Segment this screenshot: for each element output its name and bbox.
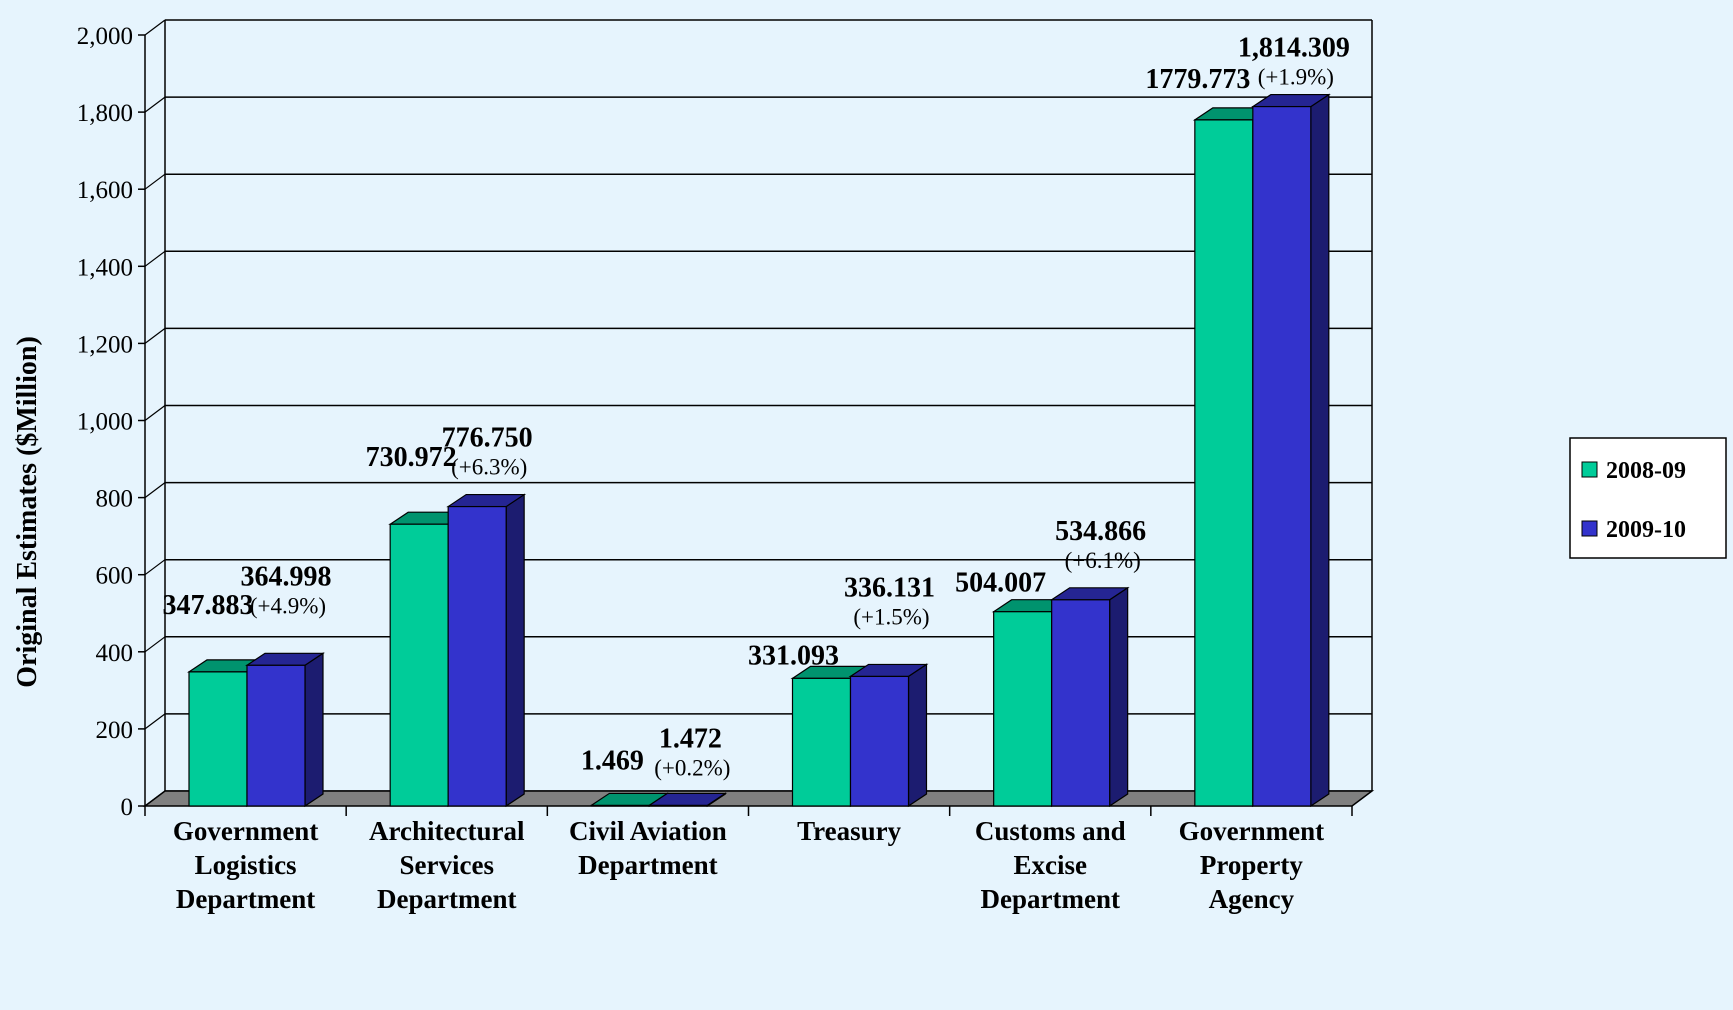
- category-label: Department: [176, 884, 315, 914]
- y-axis-title: Original Estimates ($Million): [12, 336, 43, 688]
- y-tick-label: 1,400: [77, 254, 133, 281]
- bar-front: [791, 677, 852, 807]
- gridline-side: [144, 636, 166, 653]
- chart-floor: [142, 790, 1375, 816]
- bar-side: [907, 663, 928, 808]
- y-tick-label: 600: [96, 563, 134, 590]
- legend-swatch-2009-10: [1581, 520, 1598, 537]
- y-tick-label: 2,000: [77, 23, 133, 50]
- y-tick-label: 1,600: [77, 177, 133, 204]
- bar-front: [993, 611, 1053, 807]
- bar-front: [389, 523, 449, 807]
- legend-swatch-2008-09: [1581, 461, 1598, 478]
- bar-front: [188, 671, 248, 807]
- bar-front: [1051, 599, 1111, 807]
- bar-front: [849, 675, 910, 807]
- bar-2009-10-4: [1049, 586, 1130, 808]
- category-label: Department: [578, 850, 717, 880]
- data-label-2009-10: 1.472: [659, 723, 722, 754]
- bar-front: [1194, 119, 1254, 807]
- category-label: Property: [1200, 850, 1303, 880]
- change-label: (+6.3%): [451, 455, 527, 480]
- gridlines: [144, 19, 1373, 807]
- change-label: (+1.5%): [853, 604, 929, 629]
- bar-2009-10-3: [848, 663, 929, 808]
- y-tick-label: 1,800: [77, 100, 133, 127]
- category-labels: Government Logistics Department Architectur…: [173, 816, 1324, 914]
- data-label-2009-10: 776.750: [442, 423, 533, 454]
- bar-side: [505, 493, 525, 808]
- bar-side: [1310, 93, 1330, 808]
- gridline-side: [144, 405, 166, 421]
- y-tick-label: 800: [96, 486, 134, 513]
- bar-2009-10-1: [446, 493, 527, 808]
- category-label: Department: [377, 884, 516, 914]
- gridline-side: [144, 173, 166, 190]
- data-label-2009-10: 364.998: [241, 561, 332, 592]
- bar-side: [1109, 586, 1129, 808]
- category-label: Department: [981, 884, 1120, 914]
- data-label-2008-09: 331.093: [748, 640, 839, 671]
- data-label-2008-09: 1.469: [581, 745, 644, 776]
- y-tick-label: 0: [121, 794, 134, 821]
- gridline-side: [144, 250, 166, 267]
- bar-front: [590, 804, 650, 807]
- data-label-2009-10: 336.131: [844, 572, 935, 603]
- gridline-side: [144, 96, 166, 113]
- category-label: Government: [173, 816, 318, 846]
- category-label: Customs and: [975, 816, 1126, 846]
- category-label: Architectural: [369, 816, 525, 846]
- gridline-side: [144, 482, 166, 499]
- change-label: (+6.1%): [1065, 548, 1141, 573]
- category-label: Treasury: [797, 816, 901, 846]
- gridline-side: [144, 559, 166, 576]
- bar-2009-10-0: [245, 652, 325, 808]
- gridline-side: [144, 713, 166, 730]
- change-label: (+1.9%): [1258, 65, 1334, 90]
- gridline-side: [144, 19, 166, 36]
- category-label: Agency: [1209, 884, 1295, 914]
- y-tick-label: 1,000: [77, 409, 133, 436]
- data-label-2008-09: 504.007: [955, 568, 1046, 599]
- y-tick-label: 1,200: [77, 331, 133, 358]
- legend: 2008-09 2009-10: [1569, 437, 1727, 559]
- data-label-2008-09: 1779.773: [1145, 64, 1250, 95]
- legend-label-2008-09: 2008-09: [1606, 458, 1686, 484]
- change-label: (+0.2%): [654, 755, 730, 780]
- category-label: Services: [400, 850, 494, 880]
- y-tick-label: 400: [96, 640, 134, 667]
- bar-front: [1252, 105, 1312, 807]
- data-label-2008-09: 347.883: [163, 590, 254, 621]
- legend-box: [1569, 437, 1727, 559]
- bar-side: [304, 652, 324, 808]
- bar-front: [648, 804, 708, 807]
- y-axis: 0 200 400 600 800 1,000 1,200 1,400 1,600 1,800 2,…: [77, 23, 146, 821]
- floor-plane: [142, 790, 1375, 807]
- data-label-2009-10: 534.866: [1055, 516, 1146, 547]
- bar-2009-10-2: [647, 792, 728, 808]
- bars: [187, 93, 1331, 808]
- legend-label-2009-10: 2009-10: [1606, 517, 1686, 543]
- bar-2009-10-5: [1250, 93, 1331, 808]
- change-label: (+4.9%): [250, 593, 326, 618]
- bar-front: [447, 505, 507, 807]
- category-label: Government: [1179, 816, 1324, 846]
- data-label-2008-09: 730.972: [366, 442, 457, 473]
- category-label: Logistics: [195, 850, 297, 880]
- data-label-2009-10: 1,814.309: [1238, 33, 1350, 64]
- category-label: Civil Aviation: [569, 816, 727, 846]
- category-label: Excise: [1014, 850, 1088, 880]
- gridline-side: [144, 327, 166, 344]
- bar-front: [246, 664, 306, 807]
- y-tick-label: 200: [96, 717, 134, 744]
